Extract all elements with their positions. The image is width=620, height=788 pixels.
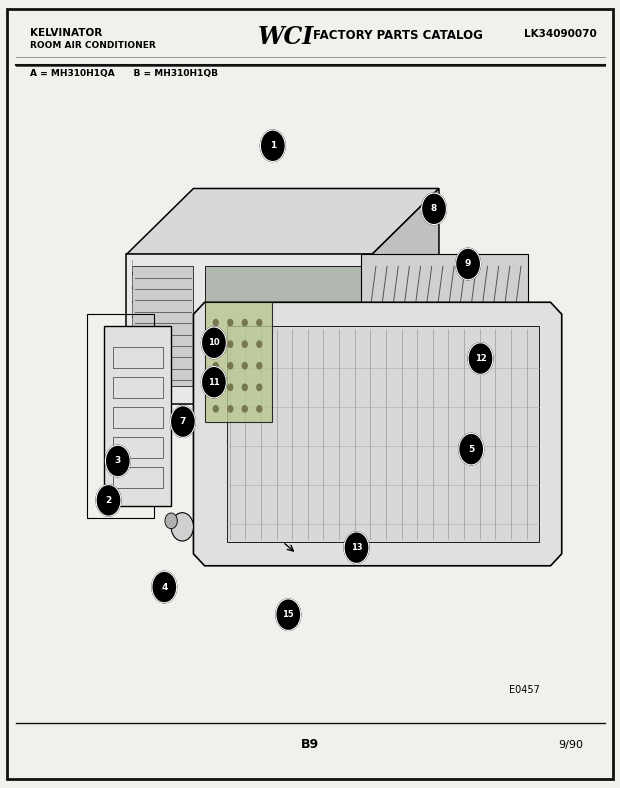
- Circle shape: [202, 366, 226, 398]
- Circle shape: [344, 532, 369, 563]
- Circle shape: [228, 319, 232, 325]
- Polygon shape: [227, 326, 539, 542]
- Circle shape: [96, 485, 121, 516]
- Circle shape: [170, 406, 195, 437]
- Text: 1: 1: [270, 141, 276, 151]
- Polygon shape: [126, 188, 439, 255]
- Text: eReplacementParts.com: eReplacementParts.com: [238, 403, 382, 416]
- Circle shape: [105, 445, 130, 477]
- Circle shape: [422, 193, 446, 225]
- Polygon shape: [104, 326, 171, 506]
- Text: E0457: E0457: [508, 685, 539, 695]
- Text: 13: 13: [351, 543, 362, 552]
- Text: 7: 7: [180, 417, 186, 426]
- Text: WCI: WCI: [257, 25, 314, 49]
- Circle shape: [213, 385, 218, 391]
- Circle shape: [456, 248, 480, 280]
- Circle shape: [242, 385, 247, 391]
- Polygon shape: [372, 188, 439, 404]
- Polygon shape: [126, 255, 372, 404]
- Polygon shape: [205, 266, 361, 350]
- Circle shape: [165, 513, 177, 529]
- Circle shape: [152, 571, 177, 603]
- Text: 10: 10: [208, 338, 219, 348]
- Circle shape: [257, 385, 262, 391]
- Circle shape: [257, 362, 262, 369]
- Circle shape: [276, 599, 301, 630]
- Circle shape: [242, 319, 247, 325]
- Polygon shape: [361, 255, 528, 326]
- Circle shape: [213, 406, 218, 412]
- Circle shape: [228, 341, 232, 348]
- Circle shape: [228, 385, 232, 391]
- Circle shape: [459, 433, 484, 465]
- Circle shape: [242, 341, 247, 348]
- Text: FACTORY PARTS CATALOG: FACTORY PARTS CATALOG: [313, 29, 483, 42]
- Circle shape: [202, 327, 226, 359]
- Circle shape: [257, 319, 262, 325]
- Text: 3: 3: [115, 456, 121, 466]
- Text: 11: 11: [208, 377, 219, 387]
- Circle shape: [242, 362, 247, 369]
- Text: 5: 5: [468, 444, 474, 454]
- Circle shape: [257, 406, 262, 412]
- Text: 12: 12: [475, 354, 486, 363]
- Text: KELVINATOR: KELVINATOR: [30, 28, 102, 38]
- Polygon shape: [132, 266, 193, 386]
- Circle shape: [213, 319, 218, 325]
- Text: A = MH310H1QA      B = MH310H1QB: A = MH310H1QA B = MH310H1QB: [30, 69, 218, 78]
- Circle shape: [213, 341, 218, 348]
- Text: 9/90: 9/90: [558, 740, 583, 749]
- Polygon shape: [205, 303, 272, 422]
- Text: 2: 2: [105, 496, 112, 505]
- Polygon shape: [193, 303, 562, 566]
- Text: 4: 4: [161, 582, 167, 592]
- Circle shape: [228, 406, 232, 412]
- Circle shape: [213, 362, 218, 369]
- Circle shape: [260, 130, 285, 162]
- Text: 15: 15: [283, 610, 294, 619]
- Text: 9: 9: [465, 259, 471, 269]
- Text: LK34090070: LK34090070: [524, 29, 596, 39]
- Circle shape: [228, 362, 232, 369]
- Circle shape: [242, 406, 247, 412]
- Circle shape: [171, 513, 193, 541]
- Text: 8: 8: [431, 204, 437, 214]
- Text: ROOM AIR CONDITIONER: ROOM AIR CONDITIONER: [30, 41, 156, 50]
- Circle shape: [257, 341, 262, 348]
- Circle shape: [468, 343, 493, 374]
- Text: B9: B9: [301, 738, 319, 751]
